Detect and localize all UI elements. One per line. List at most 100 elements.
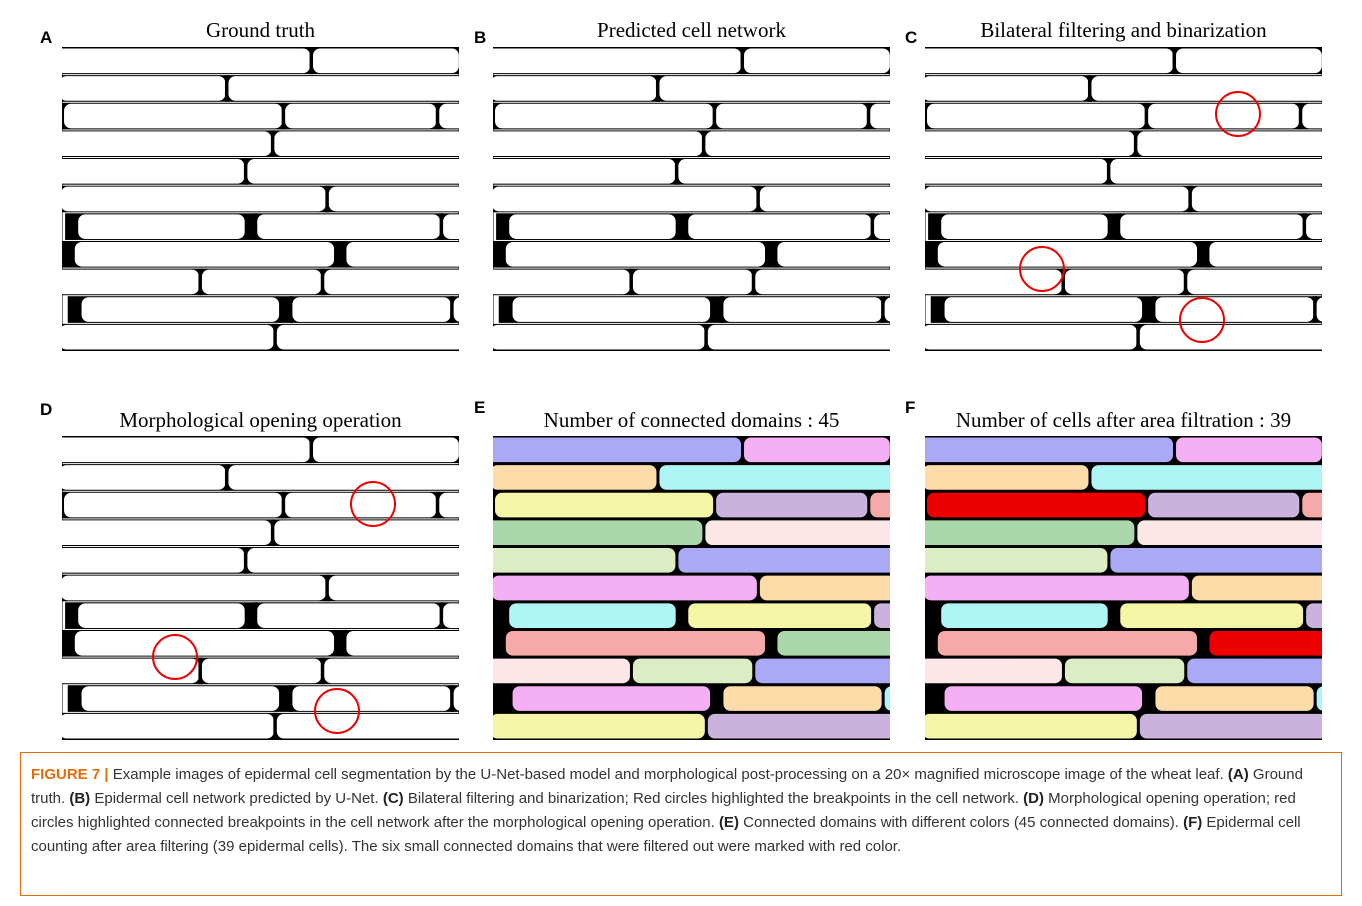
cell [328, 575, 459, 601]
cell [884, 686, 890, 711]
cell [64, 492, 283, 518]
cell [874, 214, 890, 239]
cell [1306, 603, 1322, 628]
highlight-circle [152, 634, 198, 680]
cell [292, 686, 451, 711]
cell [62, 575, 326, 601]
cell [688, 214, 872, 239]
cell [777, 241, 890, 267]
cell [884, 297, 890, 322]
cell [493, 48, 742, 74]
cell [874, 603, 890, 628]
panel-image [925, 436, 1322, 740]
cell [62, 159, 245, 184]
highlight-circle [350, 481, 396, 527]
cell [716, 492, 868, 518]
cell [1191, 575, 1322, 601]
cell [925, 465, 1089, 490]
cell [274, 131, 459, 157]
cell [493, 324, 705, 350]
cell [313, 437, 459, 463]
cell [493, 159, 676, 184]
cell [74, 630, 335, 656]
cell [1091, 465, 1322, 490]
cell [927, 492, 1146, 518]
cell [925, 437, 1174, 463]
cell [512, 297, 711, 322]
cell [1148, 492, 1300, 518]
cell [1120, 603, 1304, 628]
cell [755, 269, 890, 295]
cell [1064, 269, 1185, 295]
cell [1155, 297, 1314, 322]
cell [276, 713, 459, 739]
cell [324, 269, 459, 295]
cell [201, 269, 322, 295]
cell [62, 186, 326, 212]
cell [777, 630, 890, 656]
cell [247, 159, 459, 184]
cell [64, 103, 283, 129]
panel-image [62, 436, 459, 740]
cell [744, 437, 890, 463]
cell [870, 103, 890, 129]
cell [1110, 548, 1322, 573]
cell [744, 48, 890, 74]
caption-text: Epidermal cell network predicted by U-Ne… [94, 790, 379, 807]
cell [453, 297, 459, 322]
cell [493, 437, 742, 463]
cell [1139, 324, 1322, 350]
cell [937, 241, 1198, 267]
highlight-circle [1179, 297, 1225, 343]
cell [716, 103, 868, 129]
panel-letter: B [474, 28, 487, 47]
cell [495, 492, 714, 518]
cell [1155, 686, 1314, 711]
cell [274, 520, 459, 546]
cell [925, 76, 1089, 101]
cell [1306, 214, 1322, 239]
cell [228, 76, 459, 101]
cell [439, 492, 459, 518]
cell [927, 103, 1146, 129]
cell [74, 241, 335, 267]
panel-image [925, 47, 1322, 351]
cell [925, 548, 1108, 573]
cell [1148, 103, 1300, 129]
panel-image [493, 436, 890, 740]
cell [328, 186, 459, 212]
cell [925, 575, 1189, 601]
cell [632, 269, 753, 295]
caption-text: Ground truth. [31, 766, 1303, 807]
cell [509, 214, 676, 239]
cell [313, 48, 459, 74]
cell [493, 76, 657, 101]
cell [941, 214, 1108, 239]
cell [495, 103, 714, 129]
caption: FIGURE 7 | Example images of epidermal c… [20, 752, 1342, 896]
cell [493, 548, 676, 573]
panel-title: Number of connected domains : 45 [543, 408, 840, 432]
cell [705, 131, 890, 157]
cell [1187, 269, 1322, 295]
cell [81, 297, 280, 322]
cell [678, 548, 890, 573]
cell [62, 48, 311, 74]
cell [1137, 520, 1322, 546]
caption-ref: (E) [718, 814, 739, 831]
cell [493, 465, 657, 490]
cell [62, 437, 311, 463]
cell [257, 214, 441, 239]
cell [1139, 713, 1322, 739]
cell [247, 548, 459, 573]
cell [944, 686, 1143, 711]
cell [707, 713, 890, 739]
cell [346, 241, 459, 267]
cell [759, 186, 890, 212]
caption-ref: (C) [382, 790, 404, 807]
cell [78, 214, 245, 239]
cell [443, 214, 459, 239]
cell [1064, 658, 1185, 684]
caption-ref: (F) [1183, 814, 1203, 831]
